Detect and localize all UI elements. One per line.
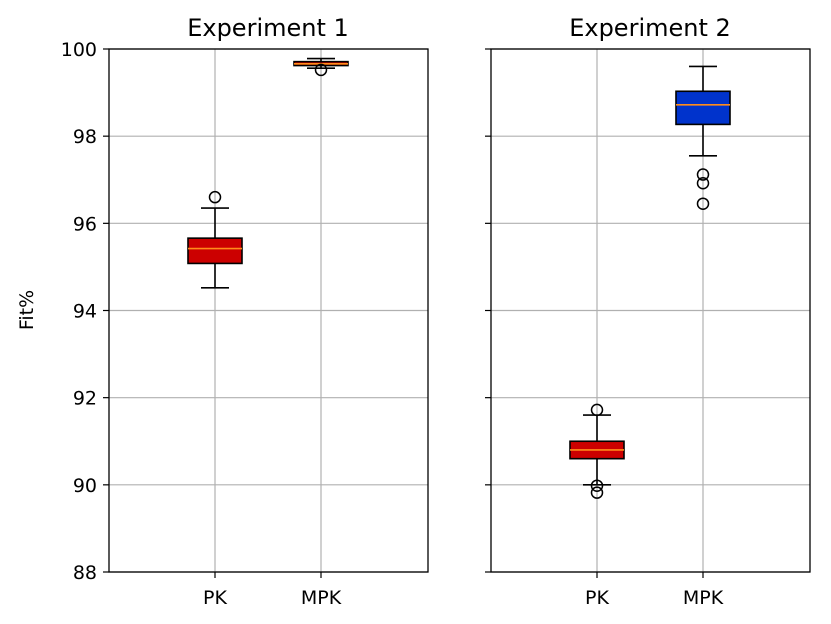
experiment-2-pk-outlier-1 <box>590 479 604 492</box>
experiment-1-ytick-label-100: 100 <box>61 39 97 61</box>
y-axis-label: Fit% <box>16 290 38 330</box>
experiment-1-pk-outlier-0 <box>208 190 222 204</box>
experiment-1-pk-iqr-box <box>187 237 243 265</box>
experiment-2-mpk-outlier-1 <box>696 176 710 190</box>
experiment-1-mpk-box <box>293 57 349 77</box>
experiment-1-panel: Experiment 1 88 90 92 94 96 98 100 PK MPK <box>61 14 429 609</box>
experiment-1-ytick-label-94: 94 <box>73 301 97 323</box>
experiment-1-title: Experiment 1 <box>187 14 349 42</box>
experiment-1-ytick-label-90: 90 <box>73 475 97 497</box>
experiment-2-pk-outlier-2 <box>590 486 604 499</box>
y-axis-label-group: Fit% <box>16 290 38 330</box>
experiment-1-ytick-label-92: 92 <box>73 388 97 410</box>
experiment-1-pk-box <box>187 190 243 289</box>
experiment-2-mpk-outlier-0 <box>696 168 710 181</box>
experiment-2-title: Experiment 2 <box>569 14 731 42</box>
experiment-2-plot <box>491 48 810 573</box>
experiment-2-xtick-label-pk: PK <box>585 587 609 609</box>
experiment-1-xtick-label-mpk: MPK <box>301 587 342 609</box>
experiment-2-pk-box <box>569 403 625 499</box>
experiment-1-ytick-label-88: 88 <box>73 562 97 584</box>
experiment-2-mpk-box <box>675 65 731 210</box>
experiment-2-mpk-outlier-2 <box>696 197 710 210</box>
experiment-1-ytick-label-98: 98 <box>73 126 97 148</box>
experiment-2-mpk-iqr-box <box>675 90 731 126</box>
experiment-2-panel: Experiment 2 PK MPK <box>485 14 811 609</box>
experiment-1-ytick-label-96: 96 <box>73 213 97 235</box>
experiment-2-xtick-label-mpk: MPK <box>683 587 724 609</box>
experiment-2-pk-outlier-0 <box>590 403 604 417</box>
experiment-1-mpk-outlier-0 <box>314 63 328 77</box>
experiment-1-xtick-label-pk: PK <box>203 587 227 609</box>
experiment-1-plot <box>109 48 428 573</box>
